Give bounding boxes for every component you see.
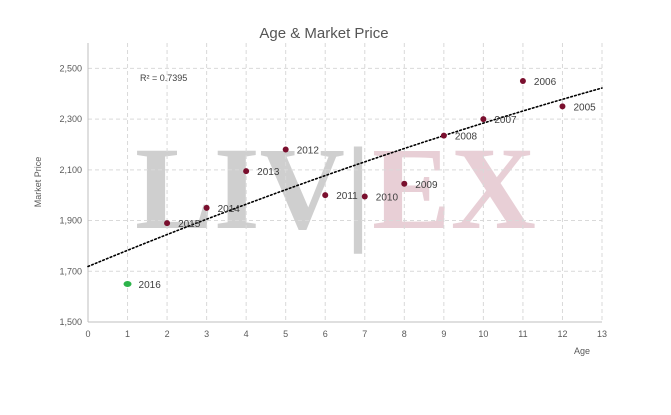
data-point-2006 (519, 78, 526, 85)
data-point-2012 (282, 146, 289, 153)
y-tick-label: 1,500 (59, 317, 82, 327)
trendline-path (87, 87, 603, 268)
point-label-2016: 2016 (139, 280, 162, 291)
x-axis-label: Age (574, 346, 590, 356)
y-axis-label: Market Price (33, 157, 43, 208)
y-tick-label: 2,300 (59, 114, 82, 124)
y-tick-label: 1,700 (59, 266, 82, 276)
data-point-2013 (243, 168, 250, 175)
data-point-2005 (559, 103, 566, 110)
point-label-2005: 2005 (573, 102, 596, 113)
point-label-2008: 2008 (455, 132, 478, 143)
data-point-2016 (123, 280, 132, 287)
watermark: LIV | EX (135, 123, 536, 254)
x-tick-label: 3 (204, 329, 209, 339)
data-point-2011 (322, 192, 329, 199)
x-tick-label: 9 (441, 329, 446, 339)
chart-title: Age & Market Price (259, 25, 388, 42)
x-tick-label: 2 (165, 329, 170, 339)
point-labels: 2016 2015 2014 2013 2012 2011 2010 2009 2008 2007… (139, 77, 597, 291)
point-label-2007: 2007 (494, 115, 517, 126)
data-points (123, 78, 566, 287)
x-tick-label: 1 (125, 329, 130, 339)
watermark-text-left: LIV (135, 123, 345, 254)
x-tick-label: 12 (557, 329, 567, 339)
x-tick-label: 13 (597, 329, 607, 339)
point-label-2010: 2010 (376, 192, 399, 203)
data-point-2014 (203, 204, 210, 211)
x-tick-label: 4 (244, 329, 249, 339)
y-tick-label: 2,100 (59, 165, 82, 175)
x-tick-label: 5 (283, 329, 288, 339)
gridlines (88, 43, 603, 322)
y-tick-label: 1,900 (59, 216, 82, 226)
point-label-2011: 2011 (336, 191, 358, 202)
data-point-2007 (480, 116, 487, 123)
r-squared-label: R² = 0.7395 (140, 73, 187, 83)
x-tick-label: 7 (362, 329, 367, 339)
data-point-2008 (440, 132, 447, 139)
x-tick-label: 6 (323, 329, 328, 339)
x-tick-label: 10 (478, 329, 488, 339)
x-tick-label: 11 (518, 329, 527, 339)
watermark-text-right: EX (372, 123, 536, 254)
x-tick-label: 8 (402, 329, 407, 339)
point-label-2006: 2006 (534, 77, 557, 88)
point-label-2009: 2009 (415, 180, 438, 191)
y-tick-label: 2,500 (59, 63, 82, 73)
data-point-2010 (361, 193, 368, 200)
point-label-2015: 2015 (178, 219, 201, 230)
point-label-2012: 2012 (297, 146, 320, 157)
point-label-2014: 2014 (218, 204, 241, 215)
point-label-2013: 2013 (257, 167, 280, 178)
watermark-separator: | (345, 123, 371, 254)
data-point-2015 (164, 220, 171, 227)
data-point-2009 (401, 180, 408, 187)
x-tick-label: 0 (85, 329, 90, 339)
trendline (87, 87, 603, 268)
